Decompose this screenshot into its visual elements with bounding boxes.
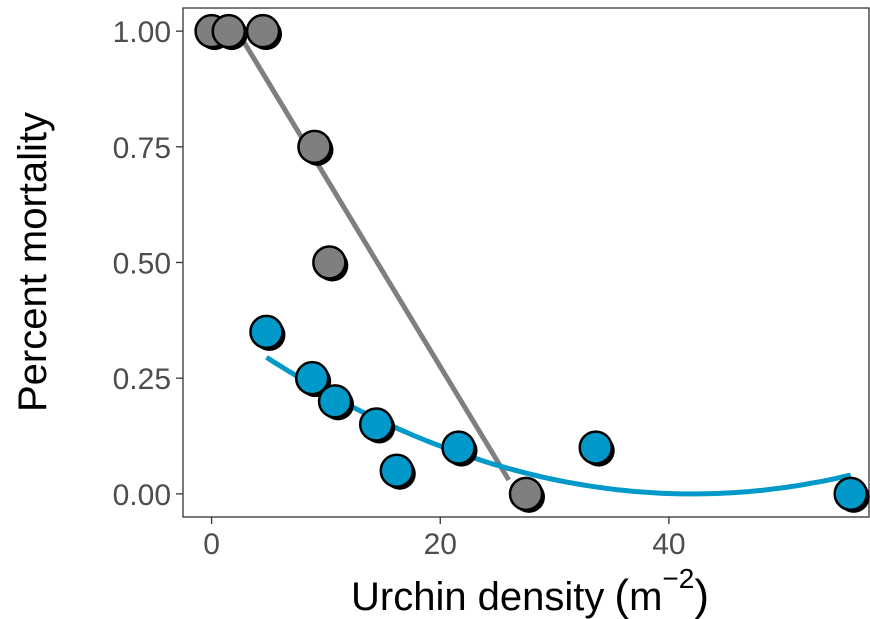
series-2-point	[294, 360, 330, 396]
series-1-point	[508, 476, 544, 512]
series-2-point	[358, 407, 394, 442]
x-axis-unit-close-paren: )	[694, 571, 709, 619]
y-tick-label: 1.00	[113, 16, 171, 49]
x-axis: 0 20 40	[203, 517, 686, 561]
y-axis-title: Percent mortality	[11, 112, 55, 412]
x-axis-unit-open-paren: (	[614, 571, 629, 619]
series-1-point	[211, 13, 246, 49]
x-axis-label-text: Urchin density	[351, 575, 604, 619]
series-2-point	[833, 476, 868, 512]
y-tick-label: 0.25	[113, 363, 171, 396]
series-1-point	[312, 245, 347, 280]
x-axis-unit-base: m	[629, 575, 662, 619]
series-1-fit-line	[238, 34, 511, 482]
x-axis-unit-exponent: −2	[662, 563, 694, 594]
series-2-point	[379, 453, 415, 488]
series-2-point	[578, 430, 613, 465]
y-tick-label: 0.50	[113, 248, 171, 281]
y-tick-label: 0.75	[113, 132, 171, 165]
panel-border	[182, 7, 870, 518]
y-axis: 0.00 0.25 0.50 0.75 1.00	[113, 16, 183, 512]
x-tick-label: 0	[203, 528, 220, 561]
y-tick-label: 0.00	[113, 479, 171, 512]
data-points	[194, 13, 870, 513]
series-1-point	[297, 129, 332, 165]
x-axis-title: Urchin density (m−2)	[351, 563, 709, 619]
series-1-point	[245, 13, 281, 49]
series-2-point	[441, 430, 476, 465]
x-tick-label: 40	[652, 528, 685, 561]
series-2-point	[317, 384, 353, 419]
series-2-point	[249, 314, 284, 350]
x-tick-label: 20	[424, 528, 457, 561]
